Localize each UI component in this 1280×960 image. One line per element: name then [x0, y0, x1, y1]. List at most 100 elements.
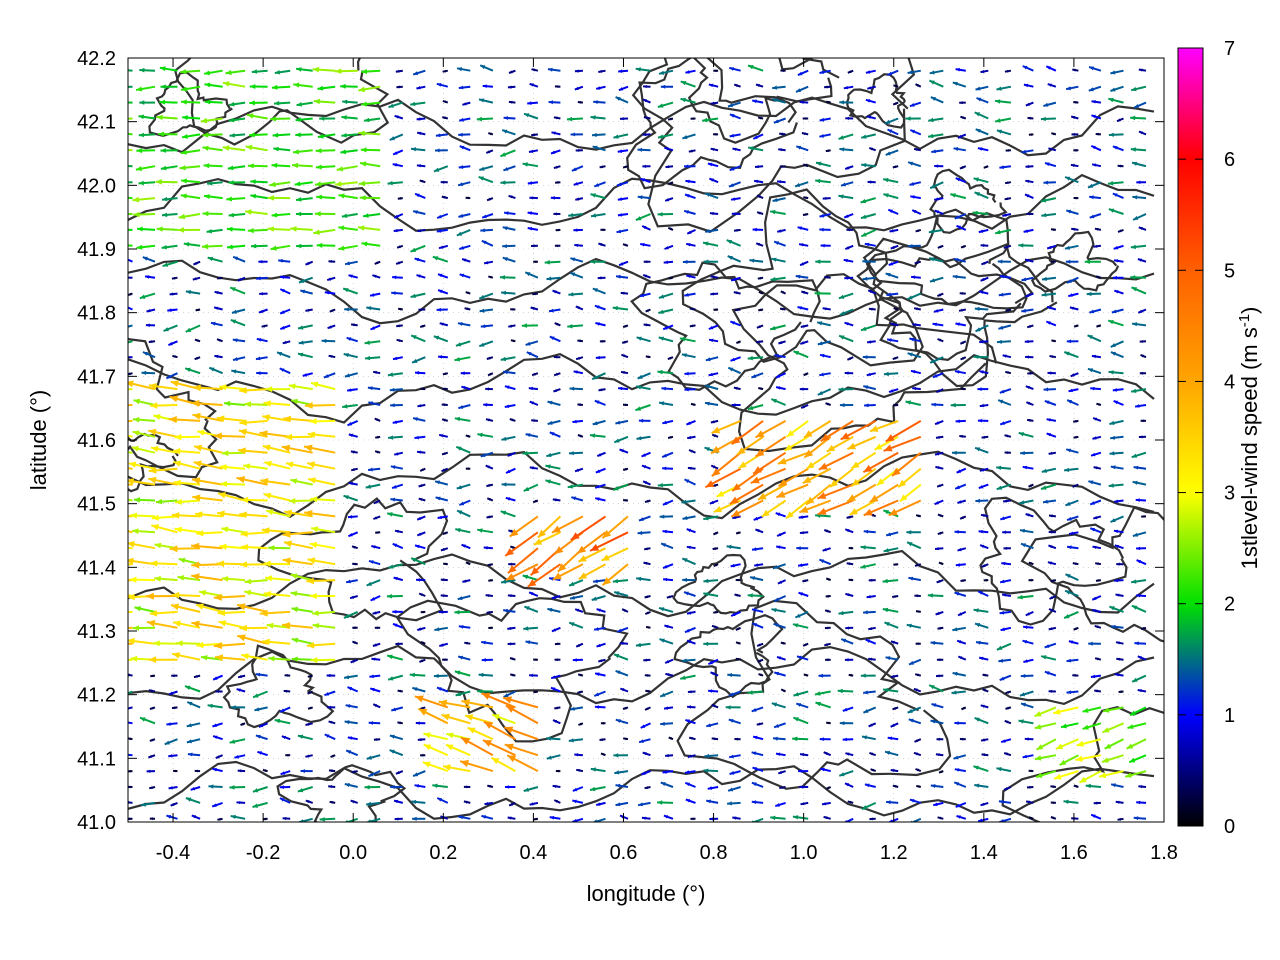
- wind-arrow: [1073, 626, 1079, 631]
- wind-arrow: [684, 292, 696, 297]
- wind-arrow: [658, 606, 674, 613]
- wind-arrow: [576, 531, 607, 555]
- wind-arrow: [844, 782, 854, 788]
- wind-arrow: [136, 148, 156, 154]
- wind-arrow: [1073, 149, 1079, 152]
- wind-arrow: [417, 707, 449, 725]
- wind-arrow: [521, 323, 538, 328]
- wind-arrow: [711, 737, 719, 741]
- wind-arrow: [747, 404, 764, 411]
- wind-arrow: [1136, 559, 1147, 566]
- wind-arrow: [731, 212, 741, 216]
- wind-arrow: [1114, 499, 1124, 503]
- wind-arrow: [838, 133, 854, 140]
- wind-arrow: [250, 243, 268, 249]
- wind-arrow: [305, 799, 314, 804]
- wind-arrow: [324, 290, 336, 295]
- wind-arrow: [290, 226, 313, 232]
- wind-arrow: [1113, 289, 1124, 295]
- wind-arrow: [256, 337, 268, 343]
- wind-arrow: [419, 324, 426, 328]
- wind-arrow: [597, 276, 606, 280]
- wind-arrow: [193, 384, 223, 392]
- x-tick-label: 1.2: [880, 842, 908, 864]
- wind-arrow: [393, 576, 404, 582]
- wind-arrow: [128, 306, 133, 311]
- wind-arrow: [797, 69, 809, 77]
- wind-arrow: [577, 547, 606, 563]
- wind-arrow: [281, 444, 313, 454]
- wind-arrow: [839, 147, 854, 152]
- wind-arrow: [549, 431, 561, 438]
- wind-arrow: [801, 132, 809, 136]
- wind-arrow: [392, 163, 404, 168]
- wind-arrow: [352, 562, 358, 566]
- wind-arrow: [239, 387, 268, 394]
- wind-arrow: [1117, 817, 1124, 821]
- wind-arrow: [344, 720, 358, 725]
- wind-arrow: [860, 324, 877, 332]
- wind-arrow: [658, 292, 674, 299]
- wind-arrow: [954, 768, 966, 773]
- wind-arrow: [815, 178, 831, 184]
- wind-arrow: [478, 340, 494, 348]
- wind-arrow: [389, 387, 403, 392]
- wind-arrow: [250, 193, 268, 200]
- wind-arrow: [839, 308, 854, 316]
- wind-arrow: [770, 276, 786, 282]
- wind-arrow: [907, 161, 922, 168]
- wind-arrow: [1048, 514, 1057, 518]
- wind-arrow: [907, 706, 922, 714]
- wind-arrow: [642, 133, 651, 137]
- wind-arrow: [1093, 801, 1101, 805]
- wind-arrow: [285, 753, 291, 757]
- wind-arrow: [1137, 655, 1147, 661]
- wind-arrow: [273, 100, 291, 106]
- wind-arrow: [776, 655, 786, 661]
- wind-arrow: [423, 732, 449, 741]
- wind-arrow: [1126, 738, 1147, 750]
- wind-arrow: [342, 404, 358, 409]
- wind-arrow: [615, 801, 629, 807]
- wind-arrow: [248, 132, 268, 138]
- wind-arrow: [1094, 624, 1102, 629]
- wind-arrow: [338, 244, 358, 251]
- wind-arrow: [591, 132, 606, 137]
- wind-arrow: [996, 483, 1012, 491]
- wind-arrow: [819, 117, 831, 122]
- wind-arrow: [1130, 275, 1147, 280]
- wind-arrow: [456, 228, 471, 237]
- wind-arrow: [952, 81, 967, 88]
- wind-arrow: [934, 209, 944, 215]
- wind-arrow: [166, 722, 178, 726]
- wind-arrow: [802, 467, 832, 484]
- wind-arrow: [637, 195, 651, 200]
- y-tick-label: 41.2: [77, 685, 116, 707]
- wind-arrow: [848, 546, 854, 550]
- wind-arrow: [334, 68, 358, 74]
- wind-arrow: [754, 563, 764, 567]
- wind-arrow: [574, 753, 583, 757]
- wind-arrow: [771, 398, 786, 406]
- wind-arrow: [911, 209, 922, 215]
- wind-arrow: [644, 674, 651, 677]
- wind-arrow: [1115, 800, 1124, 804]
- wind-arrow: [245, 144, 268, 152]
- wind-arrow: [219, 464, 246, 471]
- wind-arrow: [284, 433, 313, 441]
- wind-arrow: [393, 451, 404, 456]
- wind-arrow: [815, 701, 832, 709]
- wind-arrow: [777, 579, 787, 585]
- wind-arrow: [1128, 754, 1147, 764]
- wind-arrow: [1050, 801, 1056, 805]
- wind-arrow: [844, 528, 854, 534]
- wind-arrow: [327, 705, 336, 709]
- wind-arrow: [456, 67, 471, 72]
- wind-arrow: [825, 577, 832, 582]
- wind-arrow: [206, 228, 223, 234]
- wind-arrow: [341, 115, 358, 120]
- wind-arrow: [185, 324, 201, 333]
- wind-arrow: [338, 193, 358, 200]
- wind-arrow: [232, 338, 246, 343]
- wind-arrow: [864, 783, 876, 788]
